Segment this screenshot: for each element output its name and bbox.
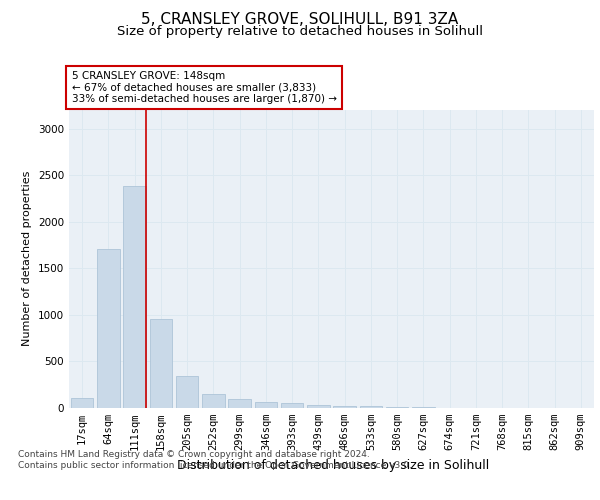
- Text: Distribution of detached houses by size in Solihull: Distribution of detached houses by size …: [177, 460, 489, 472]
- Bar: [97, 250, 119, 408]
- Bar: [307, 404, 329, 407]
- Text: 5 CRANSLEY GROVE: 148sqm
← 67% of detached houses are smaller (3,833)
33% of sem: 5 CRANSLEY GROVE: 148sqm ← 67% of detach…: [71, 71, 337, 104]
- Bar: [229, 399, 251, 407]
- Bar: [71, 398, 93, 407]
- Y-axis label: Number of detached properties: Number of detached properties: [22, 171, 32, 346]
- Bar: [386, 407, 408, 408]
- Bar: [255, 402, 277, 407]
- Bar: [150, 319, 172, 408]
- Bar: [360, 406, 382, 407]
- Text: 5, CRANSLEY GROVE, SOLIHULL, B91 3ZA: 5, CRANSLEY GROVE, SOLIHULL, B91 3ZA: [142, 12, 458, 28]
- Bar: [281, 404, 303, 407]
- Bar: [334, 406, 356, 407]
- Bar: [124, 186, 146, 408]
- Bar: [176, 376, 198, 408]
- Text: Contains public sector information licensed under the Open Government Licence v3: Contains public sector information licen…: [18, 461, 412, 470]
- Text: Contains HM Land Registry data © Crown copyright and database right 2024.: Contains HM Land Registry data © Crown c…: [18, 450, 370, 459]
- Text: Size of property relative to detached houses in Solihull: Size of property relative to detached ho…: [117, 25, 483, 38]
- Bar: [202, 394, 224, 407]
